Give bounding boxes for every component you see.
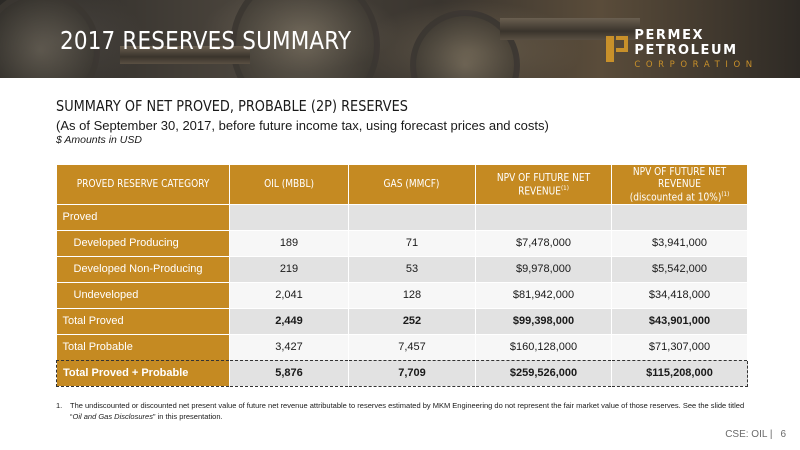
header-banner: 2017 RESERVES SUMMARY PERMEX PETROLEUM C… (0, 0, 800, 78)
table-header-row: PROVED RESERVE CATEGORY OIL (MBBL) GAS (… (56, 165, 748, 204)
cell-npv-discounted: $115,208,000 (611, 359, 748, 387)
cell-gas (348, 203, 476, 230)
column-header-npv: NPV OF FUTURE NET REVENUE(1) (475, 165, 612, 204)
pipe-decoration (230, 0, 380, 78)
cell-oil: 189 (229, 229, 349, 256)
cell-npv: $160,128,000 (475, 333, 612, 360)
cell-oil: 5,876 (229, 359, 349, 387)
footnote-text: The undiscounted or discounted net prese… (70, 401, 745, 421)
cell-npv (475, 203, 612, 230)
row-category: Developed Producing (56, 229, 230, 256)
footnote-ref: (1) (560, 183, 569, 192)
section-subtitle: (As of September 30, 2017, before future… (56, 118, 549, 133)
pipe-decoration (0, 0, 100, 78)
footnote-ref: (1) (721, 189, 730, 198)
column-header-oil: OIL (MBBL) (229, 165, 349, 204)
row-category: Proved (56, 203, 230, 230)
table-row: Proved (56, 203, 748, 230)
cell-oil: 3,427 (229, 333, 349, 360)
stock-ticker: CSE: OIL | (725, 429, 773, 440)
page-footer: CSE: OIL | 6 (725, 429, 786, 440)
company-logo: PERMEX PETROLEUM CORPORATION (606, 28, 800, 70)
cell-oil: 2,041 (229, 281, 349, 308)
table-row: Total Probable 3,427 7,457 $160,128,000 … (56, 333, 748, 360)
cell-gas: 128 (348, 281, 476, 308)
cell-oil: 2,449 (229, 307, 349, 334)
cell-gas: 53 (348, 255, 476, 282)
cell-npv-discounted: $3,941,000 (611, 229, 748, 256)
cell-npv: $7,478,000 (475, 229, 612, 256)
page-number: 6 (780, 429, 786, 440)
reserves-table: PROVED RESERVE CATEGORY OIL (MBBL) GAS (… (56, 165, 748, 387)
table-row: Developed Producing 189 71 $7,478,000 $3… (56, 229, 748, 256)
cell-npv-discounted: $5,542,000 (611, 255, 748, 282)
table-row: Total Proved 2,449 252 $99,398,000 $43,9… (56, 307, 748, 334)
cell-oil: 219 (229, 255, 349, 282)
logo-subname: CORPORATION (634, 60, 758, 70)
cell-npv: $99,398,000 (475, 307, 612, 334)
cell-npv: $259,526,000 (475, 359, 612, 387)
column-header-gas: GAS (MMCF) (348, 165, 476, 204)
pipe-decoration (500, 18, 640, 40)
table-row: Total Proved + Probable 5,876 7,709 $259… (56, 359, 748, 387)
cell-npv-discounted: $43,901,000 (611, 307, 748, 334)
cell-npv-discounted (611, 203, 748, 230)
cell-gas: 252 (348, 307, 476, 334)
cell-npv-discounted: $34,418,000 (611, 281, 748, 308)
cell-npv: $81,942,000 (475, 281, 612, 308)
footnote-number: 1. (56, 401, 63, 410)
cell-gas: 71 (348, 229, 476, 256)
pipe-decoration (120, 46, 250, 64)
footnote: 1. The undiscounted or discounted net pr… (56, 400, 746, 422)
cell-gas: 7,457 (348, 333, 476, 360)
table-row: Developed Non-Producing 219 53 $9,978,00… (56, 255, 748, 282)
row-category: Total Proved + Probable (56, 359, 230, 387)
row-category: Total Proved (56, 307, 230, 334)
cell-npv: $9,978,000 (475, 255, 612, 282)
logo-name: PERMEX PETROLEUM (634, 28, 738, 58)
row-category: Undeveloped (56, 281, 230, 308)
cell-oil (229, 203, 349, 230)
currency-note: $ Amounts in USD (56, 134, 142, 146)
cell-npv-discounted: $71,307,000 (611, 333, 748, 360)
logo-mark-icon (606, 36, 628, 62)
column-header-category: PROVED RESERVE CATEGORY (56, 165, 230, 204)
row-category: Developed Non-Producing (56, 255, 230, 282)
cell-gas: 7,709 (348, 359, 476, 387)
column-header-npv-discounted: NPV OF FUTURE NET REVENUE (discounted at … (611, 165, 748, 204)
section-title: SUMMARY OF NET PROVED, PROBABLE (2P) RES… (56, 97, 408, 115)
table-row: Undeveloped 2,041 128 $81,942,000 $34,41… (56, 281, 748, 308)
page-title: 2017 RESERVES SUMMARY (60, 26, 352, 55)
row-category: Total Probable (56, 333, 230, 360)
